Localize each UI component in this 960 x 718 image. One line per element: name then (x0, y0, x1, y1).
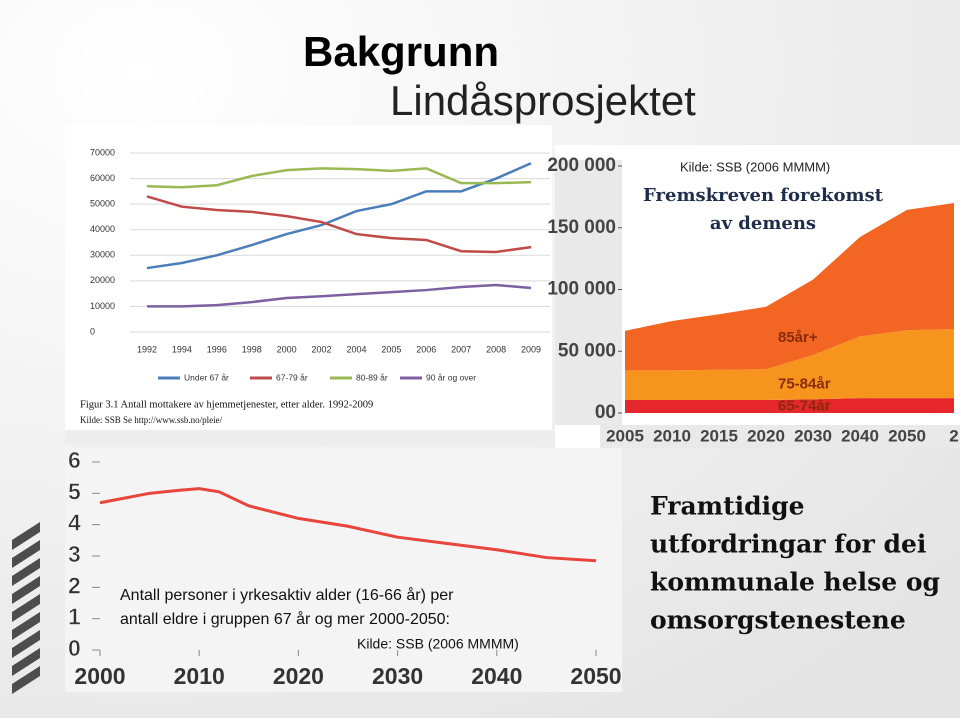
x-tick-label: 2 (949, 426, 958, 445)
x-tick-label: 2050 (570, 663, 621, 689)
side-text-line: kommunale helse og (650, 568, 940, 597)
y-tick-label: 5 (68, 478, 81, 504)
y-tick-label: 20000 (90, 275, 115, 285)
line-series (147, 283, 532, 308)
y-tick-label: 00 (595, 402, 616, 423)
x-tick-label: 2020 (273, 663, 324, 689)
x-tick-label: 2000 (74, 663, 125, 689)
y-tick-label: 4 (68, 510, 81, 536)
line-series (146, 167, 532, 189)
slide-title: Bakgrunn (303, 28, 499, 75)
annotation: Antall personer i yrkesaktiv alder (16-6… (120, 586, 454, 604)
x-tick-label: 2006 (416, 344, 436, 354)
chart-source: Kilde: SSB (2006 MMMM) (680, 159, 830, 174)
chart3-panel (65, 448, 622, 692)
chart1: 0 10000 20000 30000 40000 50000 60000 70000 1992… (80, 147, 550, 425)
x-tick-label: 2007 (451, 344, 471, 354)
area-label: 85år+ (778, 329, 818, 346)
x-tick-label: 1996 (207, 344, 227, 354)
x-tick-label: 1998 (242, 344, 262, 354)
x-tick-label: 2008 (486, 344, 506, 354)
legend-label: 80-89 år (356, 372, 388, 382)
y-tick-label: 50 000 (558, 340, 616, 361)
x-tick-label: 2050 (888, 426, 926, 445)
chart2: 65-74år 75-84år 85år+ 00 50 000 100 000 150 00… (547, 155, 958, 445)
line-series (146, 162, 532, 270)
x-tick-label: 2040 (471, 663, 522, 689)
y-tick-label: 10000 (90, 301, 115, 311)
x-tick-label: 2005 (606, 426, 644, 445)
y-tick-label: 60000 (90, 173, 115, 183)
x-tick-label: 1994 (172, 344, 192, 354)
y-tick-label: 30000 (90, 250, 115, 260)
side-text-line: omsorgstenestene (650, 606, 906, 635)
x-tick-label: 2015 (700, 426, 738, 445)
legend-label: 67-79 år (276, 372, 308, 382)
x-tick-label: 2004 (346, 344, 366, 354)
y-tick-label: 0 (68, 635, 81, 661)
chart-title: av demens (710, 213, 816, 234)
y-tick-label: 50000 (90, 199, 115, 209)
line-series (146, 195, 532, 254)
chart3: 0 1 2 3 4 5 6 2000 2010 2020 2030 2040 2050 Antall pe… (68, 447, 622, 689)
y-tick-label: 70000 (90, 147, 115, 157)
line-series (99, 487, 597, 563)
y-tick-label: 150 000 (547, 217, 616, 238)
y-tick-label: 100 000 (547, 279, 616, 300)
legend-label: Under 67 år (184, 372, 229, 382)
y-tick-label: 200 000 (547, 155, 616, 176)
x-tick-label: 2010 (653, 426, 691, 445)
x-tick-label: 2010 (174, 663, 225, 689)
area-label: 65-74år (778, 397, 831, 414)
x-tick-label: 2030 (372, 663, 423, 689)
area-series (625, 203, 954, 371)
x-tick-label: 2030 (794, 426, 832, 445)
x-tick-label: 2000 (277, 344, 297, 354)
area-series (625, 398, 954, 413)
x-tick-label: 1992 (137, 344, 157, 354)
chart2-xaxis-band (600, 425, 960, 448)
chart-source: Kilde: SSB Se http://www.ssb.no/pleie/ (80, 415, 223, 425)
y-tick-label: 2 (68, 572, 81, 598)
side-text-line: Framtidige (650, 492, 805, 521)
chart2-axis-band (555, 160, 622, 425)
x-tick-label: 2020 (747, 426, 785, 445)
chart1-footer (65, 430, 552, 445)
decoration-stripes (12, 522, 40, 694)
area-series (625, 329, 954, 401)
x-tick-label: 2005 (381, 344, 401, 354)
chart-title: Fremskreven forekomst (643, 185, 884, 206)
annotation: antall eldre i gruppen 67 år og mer 2000… (120, 610, 450, 628)
side-text-line: utfordringar for dei (650, 530, 926, 559)
y-tick-label: 0 (90, 326, 95, 336)
area-label: 75-84år (778, 376, 831, 393)
y-tick-label: 40000 (90, 224, 115, 234)
slide-subtitle: Lindåsprosjektet (390, 77, 696, 124)
x-tick-label: 2009 (521, 344, 541, 354)
side-text: Framtidige utfordringar for dei kommunale … (650, 492, 940, 635)
chart-caption: Figur 3.1 Antall mottakere av hjemmetjen… (80, 399, 373, 410)
chart-source: Kilde: SSB (2006 MMMM) (357, 636, 519, 652)
x-tick-label: 2002 (312, 344, 332, 354)
y-tick-label: 3 (68, 541, 81, 567)
legend-label: 90 år og over (426, 372, 476, 382)
x-tick-label: 2040 (841, 426, 879, 445)
y-tick-label: 6 (68, 447, 81, 473)
y-tick-label: 1 (68, 604, 81, 630)
